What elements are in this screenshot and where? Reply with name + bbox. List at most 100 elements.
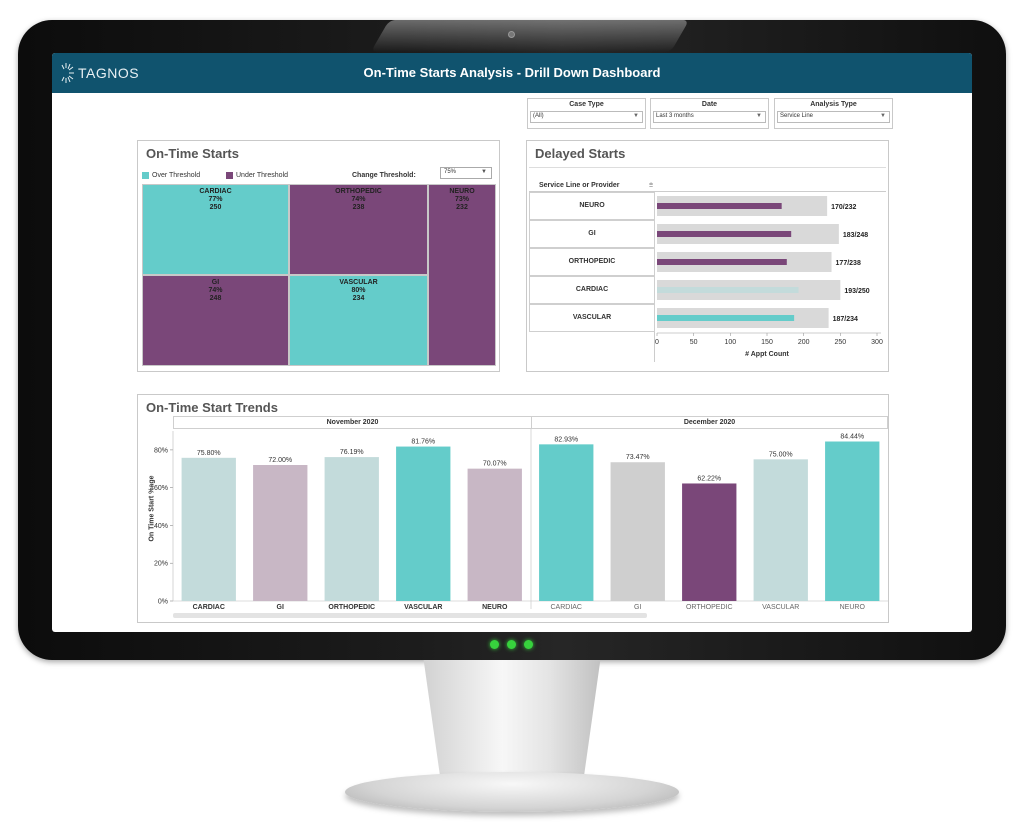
tile-count: 232 <box>456 204 468 211</box>
bar-data-label: 82.93% <box>554 436 578 443</box>
x-tick-label: 0 <box>655 339 659 346</box>
row-label-vascular[interactable]: VASCULAR <box>529 304 655 332</box>
legend-label: Under Threshold <box>236 172 289 179</box>
y-tick-label: 40% <box>154 523 168 530</box>
x-category-label: CARDIAC <box>193 604 225 611</box>
x-category-label: ORTHOPEDIC <box>328 604 375 611</box>
trend-bar <box>610 462 665 601</box>
x-category-label: GI <box>277 604 284 611</box>
legend-item-over[interactable]: Over Threshold <box>142 172 200 179</box>
trend-bar <box>753 459 808 601</box>
trend-bar <box>253 465 308 601</box>
x-category-label: GI <box>634 604 641 611</box>
bar-data-label: 81.76% <box>411 439 435 446</box>
x-tick-label: 150 <box>761 339 773 346</box>
panel-title: On-Time Starts <box>146 146 239 161</box>
tile-pct: 74% <box>351 196 366 203</box>
bar-data-label: 72.00% <box>268 457 292 464</box>
case-type-filter[interactable]: Case Type (All) ▼ <box>527 98 646 129</box>
date-select[interactable]: Last 3 months ▼ <box>653 111 766 123</box>
tile-count: 250 <box>209 204 222 211</box>
legend-swatch <box>226 172 233 179</box>
delayed-bar <box>657 259 787 265</box>
x-tick-label: 300 <box>871 339 883 346</box>
sort-icon[interactable]: ⩧ <box>649 182 654 189</box>
tile-count: 238 <box>352 204 365 211</box>
bar-data-label: 75.80% <box>197 450 221 457</box>
tile-cardiac[interactable]: CARDIAC 77% 250 <box>142 184 289 275</box>
month-header-december: December 2020 <box>531 416 888 429</box>
y-tick-label: 80% <box>154 447 168 454</box>
chevron-down-icon: ▼ <box>756 113 762 119</box>
x-category-label: VASCULAR <box>762 604 799 611</box>
tile-count: 234 <box>352 295 365 302</box>
legend-item-under[interactable]: Under Threshold <box>226 172 288 179</box>
x-category-label: VASCULAR <box>404 604 442 611</box>
filter-label: Case Type <box>569 101 604 108</box>
chevron-down-icon: ▼ <box>633 113 639 119</box>
case-type-select[interactable]: (All) ▼ <box>530 111 643 123</box>
filter-value: Last 3 months <box>656 113 694 119</box>
legend-swatch <box>142 172 149 179</box>
tile-orthopedic[interactable]: ORTHOPEDIC 74% 238 <box>289 184 428 275</box>
tile-pct: 80% <box>351 287 366 294</box>
header-bar: TAGNOS On-Time Starts Analysis - Drill D… <box>52 53 972 93</box>
tile-name: CARDIAC <box>199 188 232 195</box>
panel-title: On-Time Start Trends <box>146 400 278 415</box>
status-leds <box>490 640 533 649</box>
camera-icon <box>508 31 515 38</box>
bar-data-label: 170/232 <box>831 204 856 211</box>
bar-data-label: 193/250 <box>844 288 869 295</box>
x-category-label: NEURO <box>840 604 866 611</box>
bar-data-label: 73.47% <box>626 454 650 461</box>
threshold-label: Change Threshold: <box>352 172 416 179</box>
monitor-stand-base <box>345 772 679 812</box>
trend-bar <box>539 444 594 601</box>
x-axis-label: # Appt Count <box>745 351 789 358</box>
dashboard-title: On-Time Starts Analysis - Drill Down Das… <box>363 65 661 80</box>
logo: TAGNOS <box>60 62 139 84</box>
dashboard-screen: TAGNOS On-Time Starts Analysis - Drill D… <box>52 53 972 632</box>
filter-label: Date <box>701 101 718 108</box>
row-label-gi[interactable]: GI <box>529 220 655 248</box>
x-category-label: NEURO <box>482 604 508 611</box>
tile-gi[interactable]: GI 74% 248 <box>142 275 289 366</box>
bar-data-label: 62.22% <box>697 475 721 482</box>
y-tick-label: 20% <box>154 561 168 568</box>
trend-bar <box>682 483 737 601</box>
x-category-label: CARDIAC <box>550 604 582 611</box>
horizontal-scrollbar[interactable] <box>173 613 647 618</box>
legend-label: Over Threshold <box>152 172 201 179</box>
tile-pct: 77% <box>208 196 223 203</box>
threshold-value: 75% <box>444 169 457 175</box>
analysis-type-filter[interactable]: Analysis Type Service Line ▼ <box>774 98 893 129</box>
panel-title: Delayed Starts <box>535 146 626 161</box>
y-tick-label: 0% <box>158 599 168 606</box>
delayed-bar <box>657 287 799 293</box>
bar-data-label: 76.19% <box>340 449 364 456</box>
delayed-starts-panel: Delayed Starts Service Line or Provider … <box>526 140 889 372</box>
bar-data-label: 84.44% <box>840 434 864 441</box>
row-label-orthopedic[interactable]: ORTHOPEDIC <box>529 248 655 276</box>
delayed-starts-header: Service Line or Provider ⩧ <box>529 167 886 192</box>
tile-neuro[interactable]: NEURO 73% 232 <box>428 184 496 366</box>
x-tick-label: 50 <box>690 339 698 346</box>
threshold-select[interactable]: 75% ▼ <box>440 167 492 179</box>
row-label-cardiac[interactable]: CARDIAC <box>529 276 655 304</box>
row-label-neuro[interactable]: NEURO <box>529 192 655 220</box>
delayed-bar <box>657 231 792 237</box>
trend-bar <box>324 457 379 601</box>
tile-name: NEURO <box>449 188 475 195</box>
analysis-type-select[interactable]: Service Line ▼ <box>777 111 890 123</box>
led-icon <box>490 640 499 649</box>
led-icon <box>524 640 533 649</box>
trend-bar <box>467 468 522 601</box>
filter-value: Service Line <box>780 113 814 119</box>
delayed-bar <box>657 203 782 209</box>
delayed-bar <box>657 315 795 321</box>
tile-vascular[interactable]: VASCULAR 80% 234 <box>289 275 428 366</box>
tile-pct: 74% <box>208 287 223 294</box>
tile-name: GI <box>211 279 220 286</box>
x-category-label: ORTHOPEDIC <box>686 604 733 611</box>
date-filter[interactable]: Date Last 3 months ▼ <box>650 98 769 129</box>
